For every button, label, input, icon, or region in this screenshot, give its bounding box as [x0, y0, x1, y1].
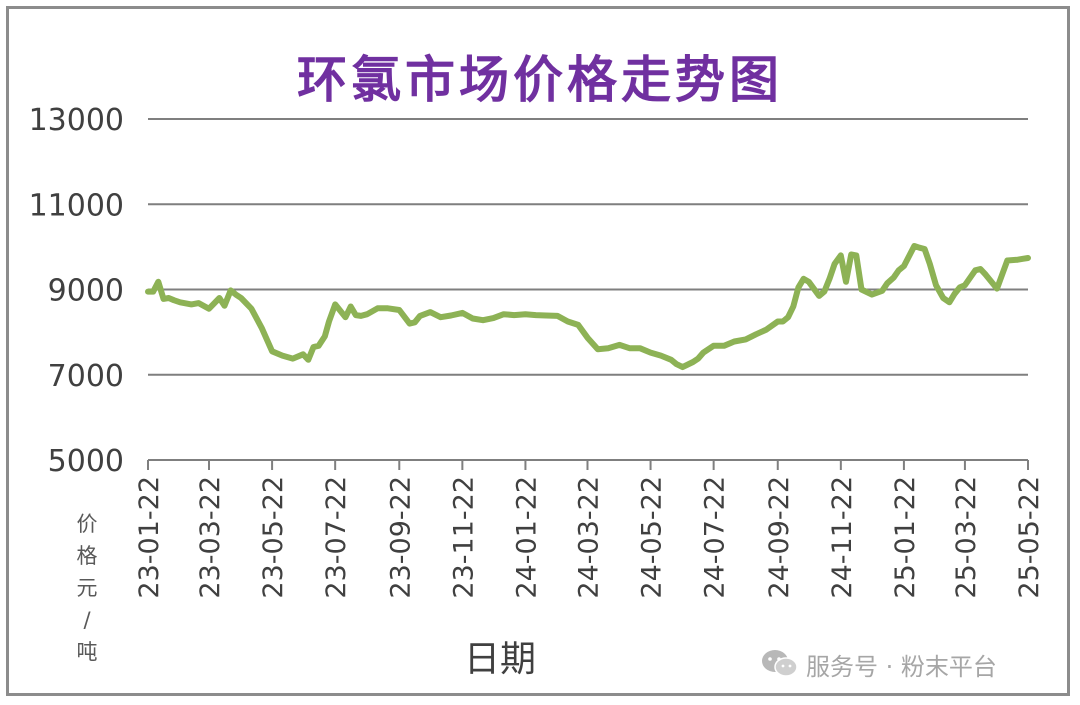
x-tick-label: 24-11-22: [827, 476, 858, 599]
y-tick-labels: 13000 11000 9000 7000 5000: [29, 103, 124, 479]
y-tick-label: 11000: [29, 188, 124, 223]
x-tick-label: 24-03-22: [573, 476, 604, 599]
x-tick-label: 24-05-22: [637, 476, 668, 599]
y-tick-label: 7000: [48, 359, 124, 394]
y-tick-label: 9000: [48, 274, 124, 309]
wechat-icon: [762, 650, 798, 677]
y-axis-label-char: 价: [76, 512, 98, 536]
x-tick-label: 24-09-22: [764, 476, 795, 599]
chart-title: 环氯市场价格走势图: [297, 50, 783, 109]
x-tick-label: 23-07-22: [321, 476, 352, 599]
x-axis: [147, 459, 1029, 470]
chart-frame: [6, 6, 1070, 696]
y-axis-label-char: 吨: [76, 640, 98, 664]
y-axis-label-char: 格: [76, 544, 98, 568]
x-tick-label: 23-05-22: [258, 476, 289, 599]
y-axis-label-text: 价格元 / 吨: [70, 508, 104, 668]
x-tick-label: 23-01-22: [134, 476, 165, 599]
x-tick-label: 23-03-22: [195, 476, 226, 599]
x-tick-label: 23-09-22: [385, 476, 416, 599]
x-axis-label: 日期: [463, 639, 536, 680]
y-axis-label-char: 元: [76, 576, 98, 600]
x-tick-label: 25-01-22: [890, 476, 921, 599]
y-tick-label: 13000: [29, 103, 124, 138]
y-axis-label-char: /: [83, 608, 91, 632]
x-tick-label: 24-07-22: [700, 476, 731, 599]
watermark: 服务号 · 粉末平台: [760, 646, 997, 682]
x-tick-labels: 23-01-22 23-03-22 23-05-22 23-07-22 23-09-22…: [134, 476, 1045, 599]
price-series-line: [145, 243, 1031, 371]
x-tick-label: 24-01-22: [511, 476, 542, 599]
y-axis-label: 价格元 / 吨: [70, 508, 104, 668]
x-tick-label: 25-05-22: [1014, 476, 1045, 599]
y-tick-label: 5000: [48, 444, 124, 479]
x-tick-label: 23-11-22: [448, 476, 479, 599]
watermark-text: 服务号 · 粉末平台: [806, 652, 997, 681]
x-tick-label: 25-03-22: [951, 476, 982, 599]
